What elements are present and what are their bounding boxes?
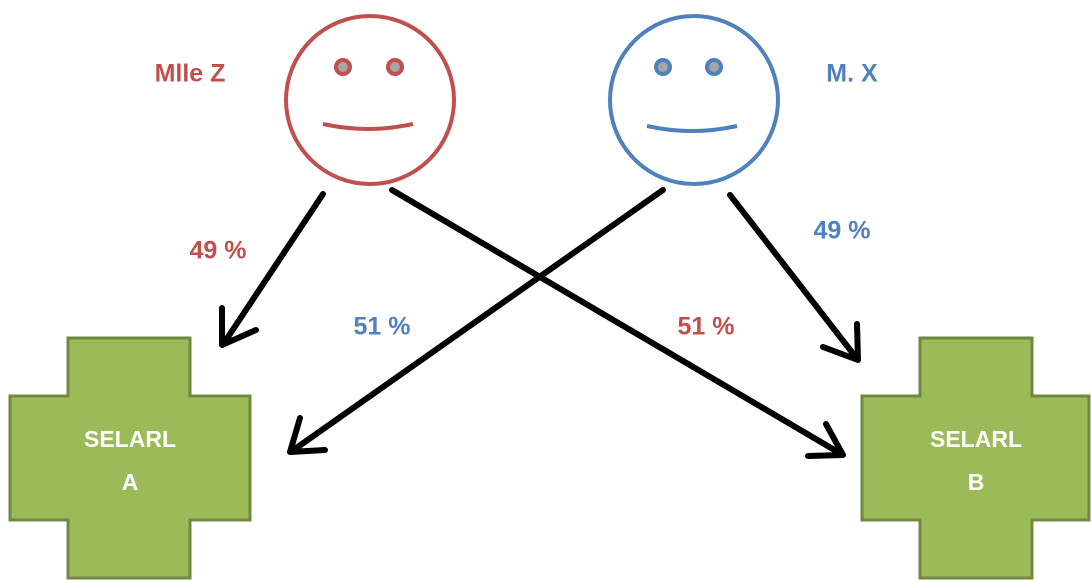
entity-label: B xyxy=(968,469,985,495)
cross-a xyxy=(8,336,252,580)
arrows xyxy=(219,187,861,459)
face-blue xyxy=(608,14,780,186)
edge-label: 51 % xyxy=(678,313,735,341)
person-label: Mlle Z xyxy=(155,60,226,88)
person-label: M. X xyxy=(826,60,878,88)
face-red xyxy=(284,14,456,186)
edge-label: 49 % xyxy=(814,217,871,245)
cross-b xyxy=(860,336,1091,580)
edge-label: 51 % xyxy=(354,313,411,341)
entity-label: SELARL xyxy=(930,426,1022,452)
edge-label: 49 % xyxy=(190,237,247,265)
entity-label: SELARL xyxy=(84,426,176,452)
entity-label: A xyxy=(122,469,139,495)
